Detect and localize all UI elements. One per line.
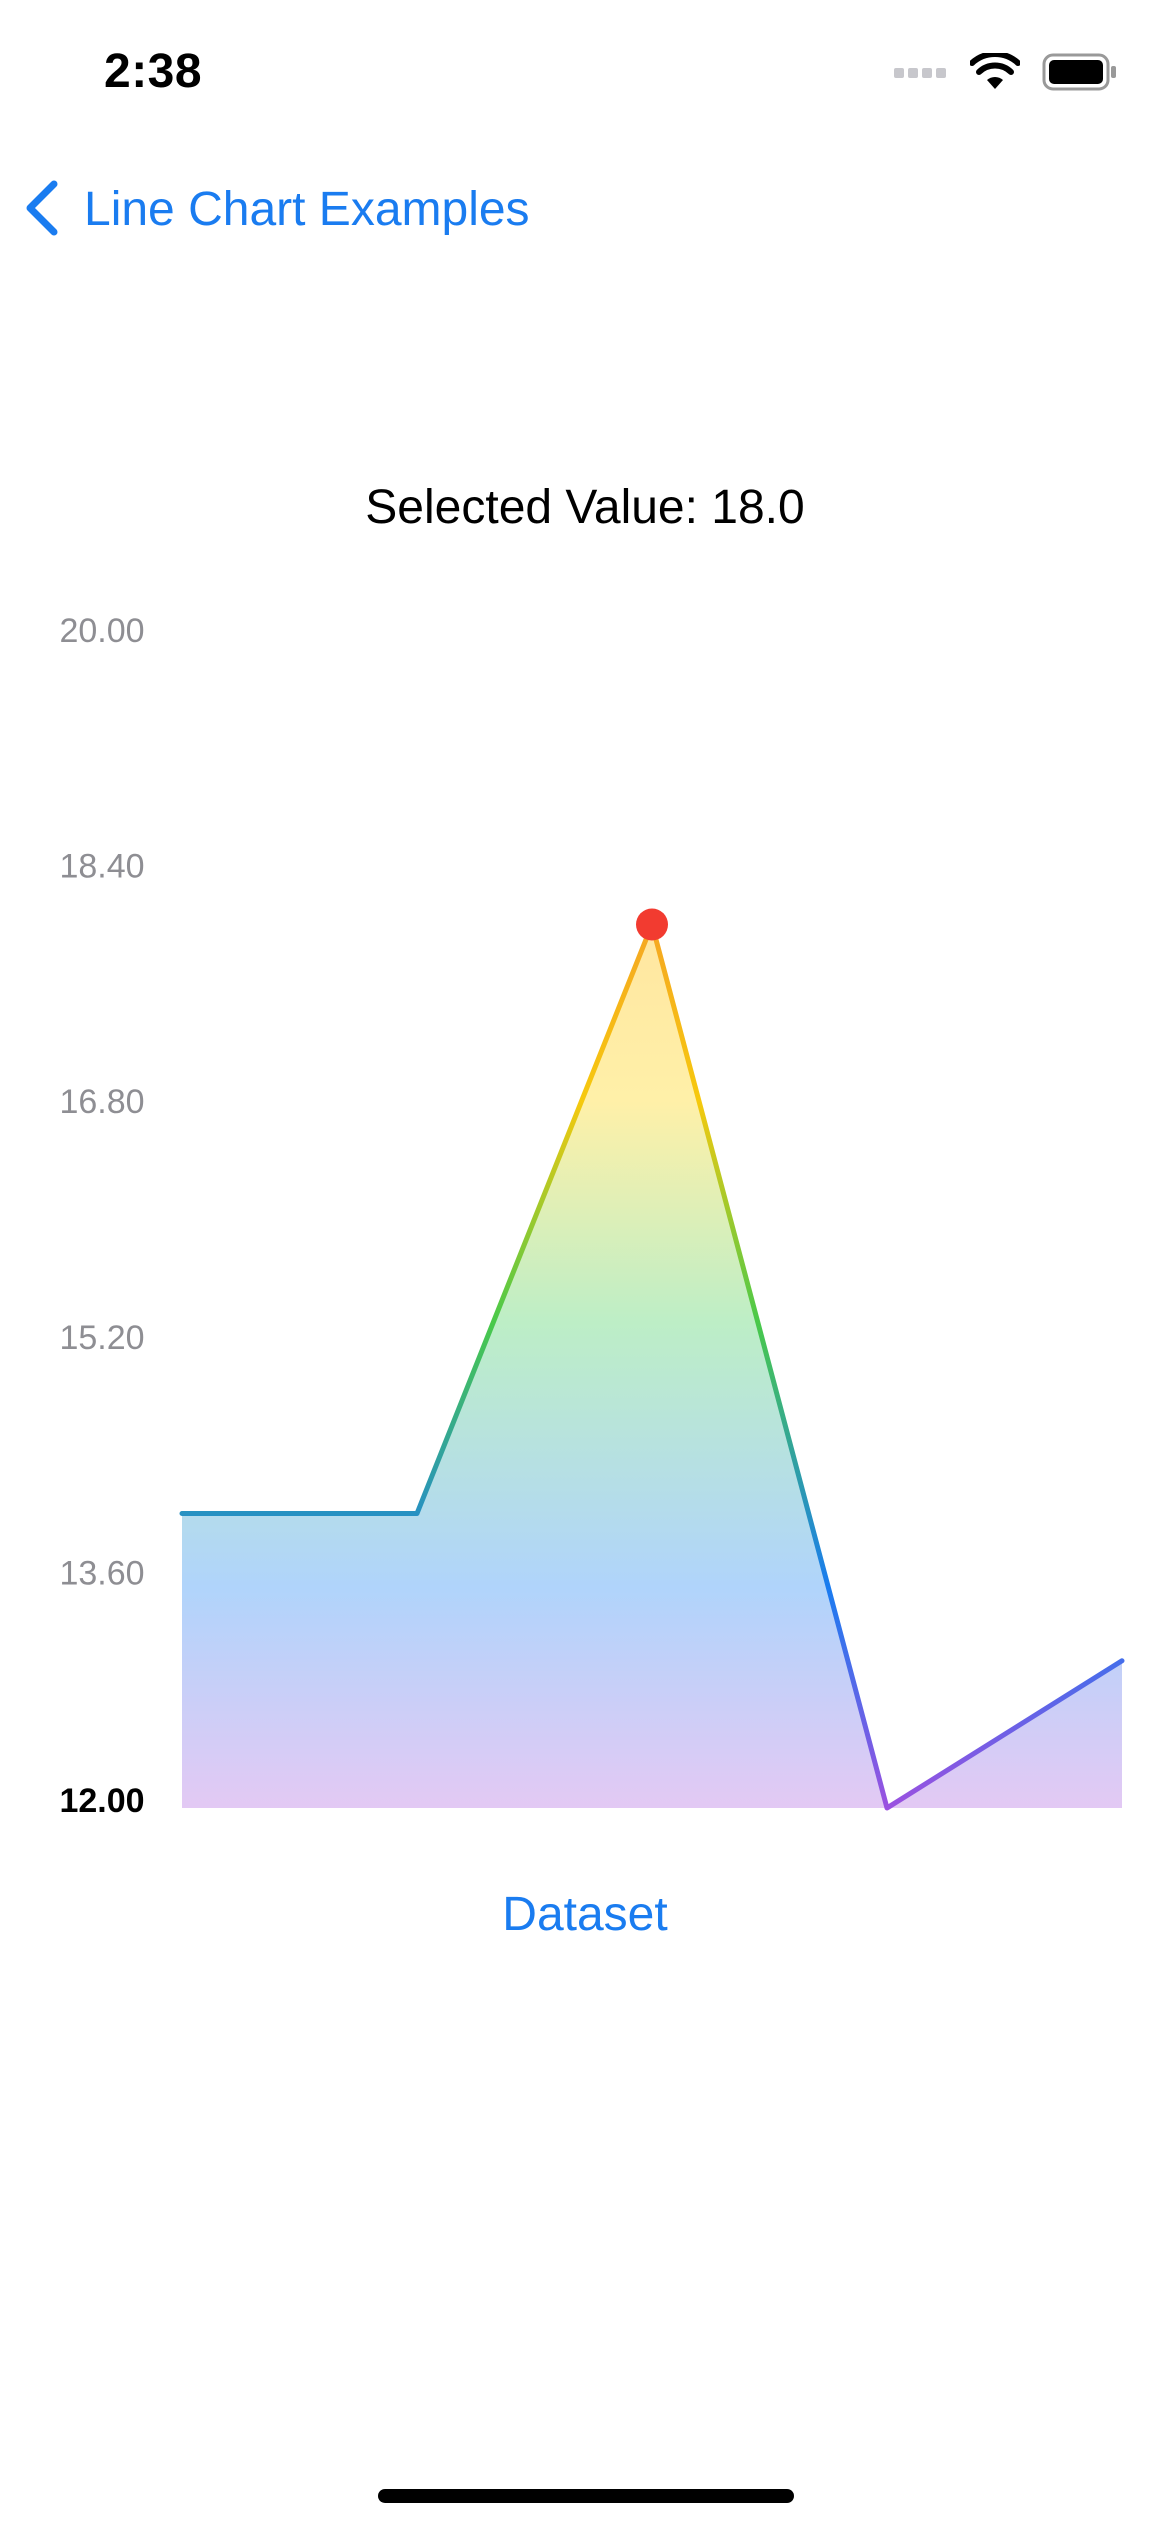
home-indicator [378, 2489, 794, 2503]
status-time: 2:38 [104, 45, 203, 98]
chevron-left-icon [22, 178, 62, 243]
status-bar: 2:38 [0, 0, 1170, 150]
y-axis: 20.00 18.40 16.80 15.20 13.60 12.00 [59, 612, 144, 1820]
y-tick-label: 20.00 [59, 612, 144, 650]
back-button[interactable]: Line Chart Examples [22, 178, 530, 242]
line-chart[interactable]: 20.00 18.40 16.80 15.20 13.60 12.00 [0, 600, 1170, 1840]
chart-area-fill [182, 924, 1122, 1808]
wifi-icon [969, 50, 1021, 96]
battery-icon [1042, 53, 1118, 96]
status-icons [894, 50, 1118, 96]
dataset-button[interactable]: Dataset [502, 1888, 668, 1941]
cellular-signal-icon [894, 65, 948, 84]
selected-value-label: Selected Value: 18.0 [365, 481, 805, 534]
selected-data-point[interactable] [636, 908, 668, 941]
y-tick-label: 12.00 [59, 1782, 144, 1820]
chart-points [636, 908, 668, 941]
navigation-bar: Line Chart Examples [0, 160, 1170, 260]
back-button-label: Line Chart Examples [84, 183, 530, 236]
y-tick-label: 15.20 [59, 1319, 144, 1357]
y-tick-label: 13.60 [59, 1554, 144, 1592]
y-tick-label: 16.80 [59, 1083, 144, 1121]
y-tick-label: 18.40 [59, 848, 144, 886]
